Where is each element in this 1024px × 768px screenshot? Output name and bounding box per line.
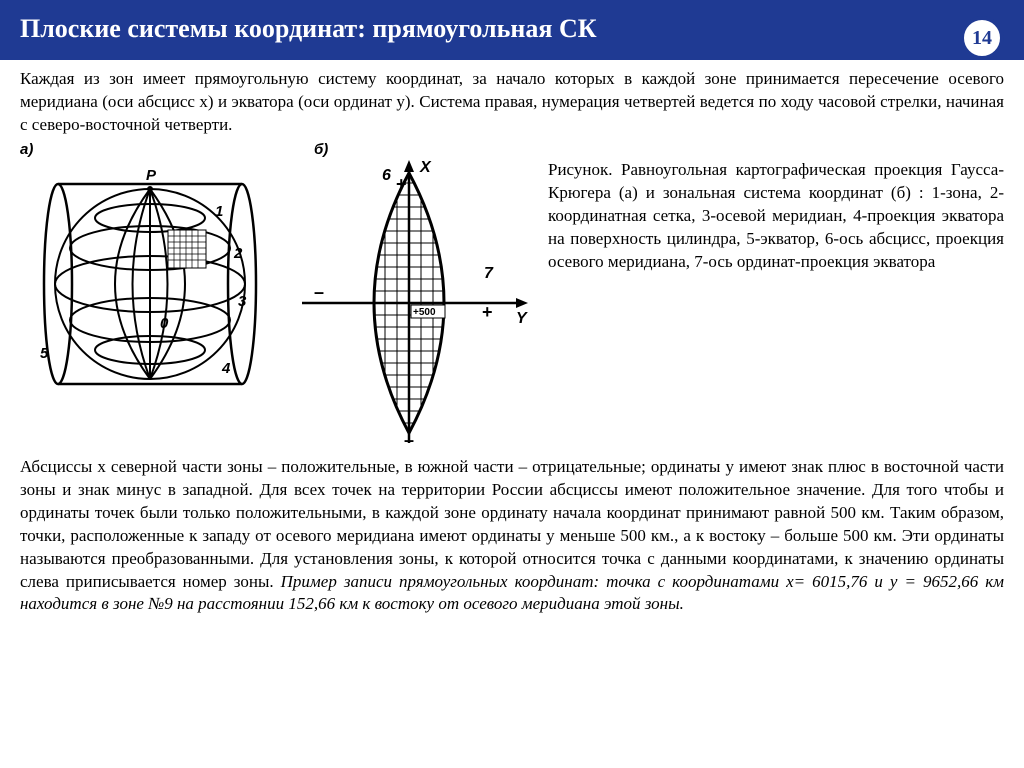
figure-a: а) (20, 141, 270, 408)
figure-row: а) (0, 141, 1024, 448)
figure-a-label: а) (20, 141, 270, 158)
lower-text-main: Абсциссы x северной части зоны – положит… (20, 457, 1004, 591)
figure-b: б) (284, 141, 534, 448)
label-Y: Y (516, 310, 528, 327)
label-X: X (419, 159, 432, 176)
label-5: 5 (40, 345, 49, 362)
slide-title: Плоские системы координат: прямоугольная… (0, 0, 1024, 60)
label-7: 7 (484, 265, 494, 282)
label-4: 4 (221, 360, 231, 377)
label-plus500: +500 (413, 307, 436, 318)
label-3: 3 (238, 293, 247, 310)
label-0: 0 (160, 315, 169, 332)
plus-top: + (396, 174, 407, 194)
lower-paragraph: Абсциссы x северной части зоны – положит… (0, 448, 1024, 621)
figure-caption: Рисунок. Равноугольная картографическая … (548, 141, 1004, 274)
label-6: 6 (382, 167, 391, 184)
intro-paragraph: Каждая из зон имеет прямоугольную систем… (0, 60, 1024, 141)
label-2: 2 (233, 245, 243, 262)
figure-b-label: б) (314, 141, 534, 158)
label-1: 1 (215, 203, 223, 220)
minus-bottom: – (404, 430, 414, 448)
plus-right: + (482, 302, 493, 322)
minus-left: – (314, 282, 324, 302)
label-P: P (146, 167, 157, 184)
page-number-badge: 14 (960, 16, 1004, 60)
